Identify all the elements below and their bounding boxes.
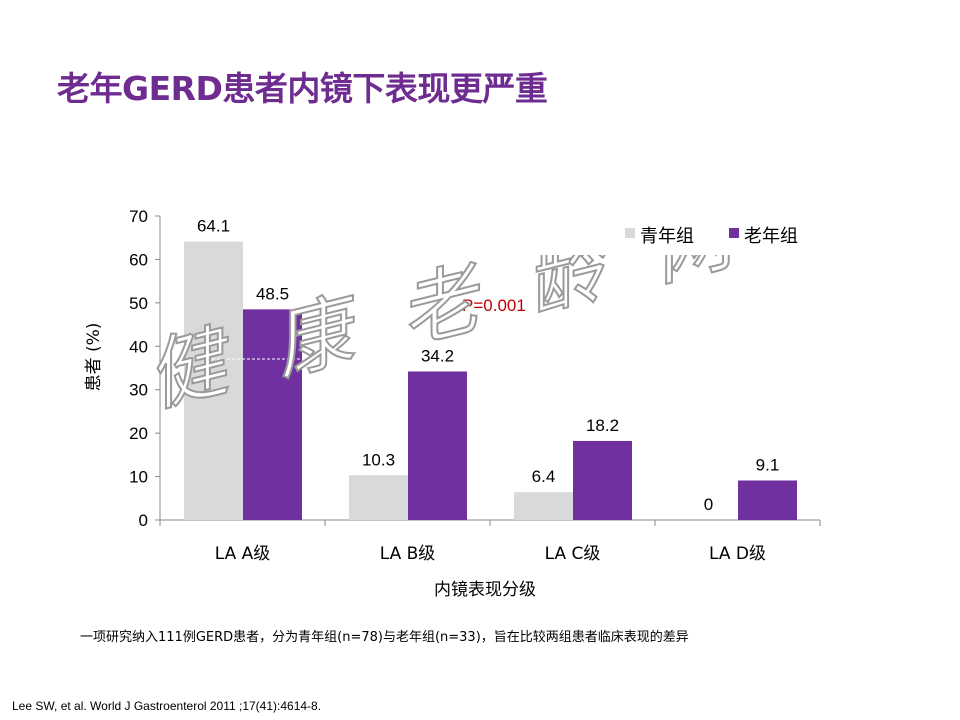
data-label: 6.4: [532, 467, 556, 486]
bar-young-3: [514, 492, 573, 520]
legend-label: 老年组: [744, 226, 798, 247]
p-value-annotation: P=0.001: [462, 296, 526, 315]
y-tick-label: 40: [129, 337, 148, 356]
y-tick-label: 30: [129, 381, 148, 400]
data-label: 48.5: [256, 284, 289, 303]
data-label: 9.1: [756, 455, 780, 474]
y-tick-label: 10: [129, 468, 148, 487]
bar-young-1: [184, 241, 243, 520]
y-tick-label: 50: [129, 294, 148, 313]
y-tick-label: 60: [129, 250, 148, 269]
data-label: 10.3: [362, 450, 395, 469]
bar-young-2: [349, 475, 408, 520]
x-tick-label: LA A级: [215, 544, 271, 564]
bar-old-4: [738, 480, 797, 520]
x-axis-title: 内镜表现分级: [434, 580, 536, 600]
legend-label: 青年组: [640, 226, 694, 247]
data-label: 0: [704, 495, 713, 514]
x-tick-label: LA C级: [545, 544, 601, 564]
bar-old-1: [243, 309, 302, 520]
study-caption: 一项研究纳入111例GERD患者，分为青年组(n=78)与老年组(n=33)，旨…: [80, 630, 689, 645]
y-tick-label: 70: [129, 207, 148, 226]
x-tick-label: LA D级: [709, 544, 766, 564]
data-label: 64.1: [197, 217, 230, 236]
y-tick-label: 0: [139, 511, 148, 530]
data-label: 34.2: [421, 346, 454, 365]
legend-swatch: [729, 228, 739, 238]
legend-swatch: [625, 228, 635, 238]
bar-old-3: [573, 440, 632, 520]
y-axis-title: 患者 (%): [84, 323, 104, 392]
x-tick-label: LA B级: [380, 544, 436, 564]
y-tick-label: 20: [129, 424, 148, 443]
data-label: 18.2: [586, 416, 619, 435]
reference-citation: Lee SW, et al. World J Gastroenterol 201…: [12, 699, 322, 713]
bar-old-2: [408, 371, 467, 520]
slide-title: 老年GERD患者内镜下表现更严重: [57, 69, 548, 108]
